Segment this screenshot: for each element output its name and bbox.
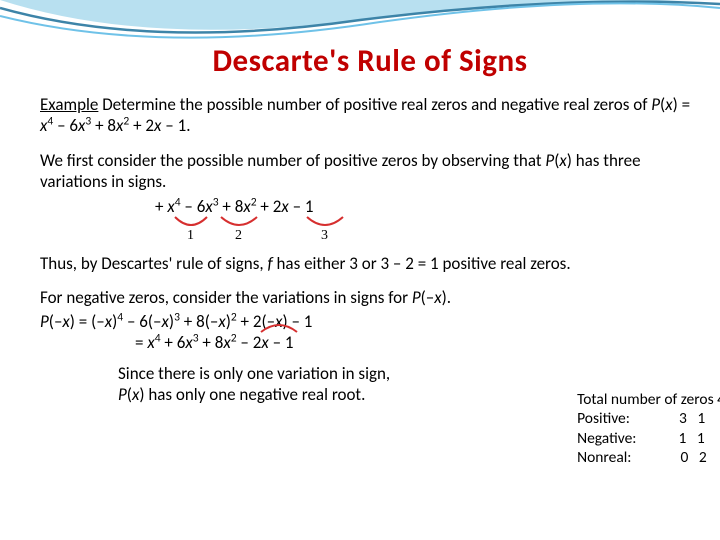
thus-text-2: has either 3 or 3 – 2 = 1 positive real … [273,253,571,274]
arc-label-1: 1 [187,228,194,244]
zeros-summary-table: Total number of zeros 4 Positive: 3 1 Ne… [577,390,720,468]
thus-text-1: Thus, by Descartes' rule of signs, [40,253,267,274]
negative-intro: For negative zeros, consider the variati… [40,287,700,308]
conclusion-paragraph: Since there is only one variation in sig… [118,363,478,406]
example-paragraph: Example Determine the possible number of… [40,94,700,137]
neg-expansion-line1: P(–x) = (–x)4 – 6(–x)3 + 8(–x)2 + 2(–x) … [40,311,700,332]
example-label: Example [40,94,98,115]
neg-sign-arc [255,318,315,336]
summary-nonreal: Nonreal: 0 2 [577,448,720,467]
thus-paragraph: Thus, by Descartes' rule of signs, f has… [40,253,700,274]
conclusion-line1: Since there is only one variation in sig… [118,363,390,384]
arc-label-2: 2 [235,228,242,244]
sign-change-arcs: 1 2 3 [155,217,700,247]
obs-text-1: We first consider the possible number of… [40,150,545,171]
slide-title: Descarte's Rule of Signs [40,42,700,80]
conclusion-line2: has only one negative real root. [144,384,365,405]
example-body: Determine the possible number of positiv… [98,94,651,115]
neg-intro-text: For negative zeros, consider the variati… [40,287,412,308]
observation-paragraph: We first consider the possible number of… [40,150,700,193]
summary-negative: Negative: 1 1 [577,429,720,448]
arc-label-3: 3 [321,228,328,244]
summary-positive: Positive: 3 1 [577,409,720,428]
neg-expansion-line2: = x4 + 6x3 + 8x2 – 2x – 1 [135,332,700,353]
summary-total: Total number of zeros 4 [577,390,720,409]
poly-definition: P [651,94,660,115]
